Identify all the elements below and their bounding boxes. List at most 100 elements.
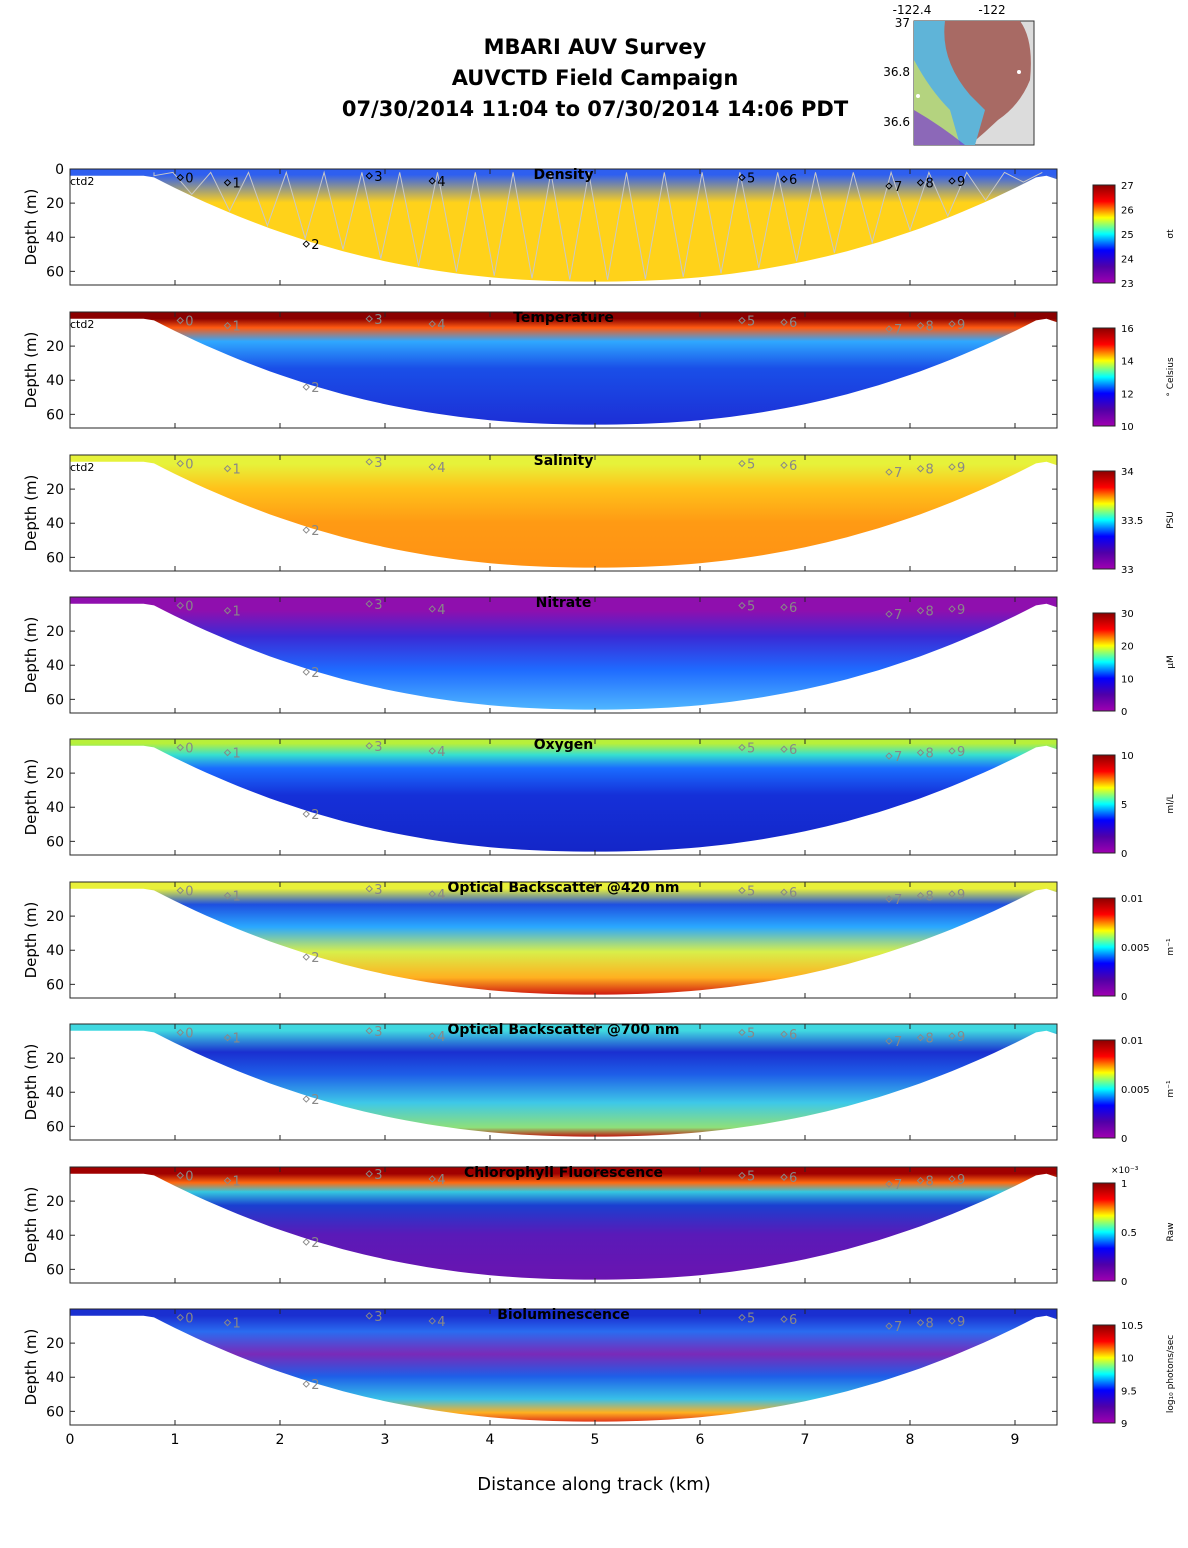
y-tick-label: 40 xyxy=(46,373,64,389)
station-label: 7 xyxy=(894,1320,902,1335)
station-label: 0 xyxy=(185,458,193,473)
station-label: 2 xyxy=(311,238,319,253)
station-label: 3 xyxy=(374,313,382,328)
station-marker xyxy=(885,610,893,618)
colorbar-tick-label: 30 xyxy=(1121,609,1134,620)
section-field xyxy=(70,597,1057,710)
colorbar-tick-label: 33 xyxy=(1121,565,1134,576)
station-label: 1 xyxy=(233,177,241,192)
station-label: 9 xyxy=(957,1315,965,1330)
station-label: 4 xyxy=(437,888,445,903)
x-tick-label: 8 xyxy=(906,1432,915,1448)
title-line-3: 07/30/2014 11:04 to 07/30/2014 14:06 PDT xyxy=(341,97,849,121)
section-field xyxy=(70,312,1057,425)
station-marker xyxy=(176,173,184,182)
section-field xyxy=(70,882,1057,995)
y-tick-label: 20 xyxy=(46,909,64,925)
station-marker xyxy=(738,743,746,752)
station-marker xyxy=(780,461,788,469)
station-marker xyxy=(365,1170,373,1178)
station-label: 4 xyxy=(437,461,445,476)
y-tick-label: 20 xyxy=(46,766,64,782)
station-marker xyxy=(738,1313,746,1322)
y-axis-label: Depth (m) xyxy=(22,332,40,409)
station-label: 5 xyxy=(747,172,755,187)
station-label: 0 xyxy=(185,315,193,330)
colorbar-tick-label: 10.5 xyxy=(1121,1321,1143,1332)
station-label: 5 xyxy=(747,885,755,900)
station-label: 3 xyxy=(374,883,382,898)
colorbar-label: Raw xyxy=(1166,1223,1176,1242)
colorbar-tick-label: 0 xyxy=(1121,849,1127,860)
section-field xyxy=(70,739,1057,852)
y-axis-label: Depth (m) xyxy=(22,902,40,979)
colorbar-tick-label: 0 xyxy=(1121,707,1127,718)
inset-lat-tick-1: 37 xyxy=(895,16,910,30)
section-field xyxy=(70,169,1057,282)
station-label: 1 xyxy=(233,890,241,905)
station-marker xyxy=(176,1313,184,1322)
colorbar-tick-label: 16 xyxy=(1121,324,1134,335)
station-marker xyxy=(948,890,956,898)
station-marker xyxy=(885,325,893,333)
station-label: 6 xyxy=(789,601,797,616)
ctd-profile-label: ctd2 xyxy=(70,461,94,474)
station-marker xyxy=(176,601,184,610)
station-marker xyxy=(948,177,956,185)
station-marker xyxy=(365,600,373,608)
auv-track xyxy=(153,170,1043,280)
station-label: 7 xyxy=(894,323,902,338)
axes-box xyxy=(69,1023,1058,1141)
colorbar-tick-label: 27 xyxy=(1121,181,1134,192)
section-field xyxy=(70,455,1057,568)
station-marker xyxy=(365,885,373,893)
y-tick-label: 40 xyxy=(46,1228,64,1244)
y-tick-label: 20 xyxy=(46,1051,64,1067)
inset-map: -122.4 -122 37 36.8 36.6 xyxy=(883,3,1035,146)
axes-box xyxy=(69,1308,1058,1426)
station-label: 9 xyxy=(957,888,965,903)
colorbar-tick-label: 1 xyxy=(1121,1179,1127,1190)
colorbar xyxy=(1092,1182,1116,1282)
station-label: 4 xyxy=(437,1315,445,1330)
ctd-profile-label: ctd2 xyxy=(70,318,94,331)
colorbar-tick-label: 9.5 xyxy=(1121,1386,1137,1397)
y-axis-label: Depth (m) xyxy=(22,1044,40,1121)
station-marker xyxy=(738,316,746,325)
station-marker xyxy=(885,182,893,190)
station-marker xyxy=(302,1095,310,1103)
station-label: 5 xyxy=(747,1170,755,1185)
y-tick-label: 40 xyxy=(46,943,64,959)
station-label: 1 xyxy=(233,1032,241,1047)
station-marker xyxy=(780,888,788,896)
station-marker xyxy=(302,1238,310,1246)
station-label: 4 xyxy=(437,318,445,333)
axes-box xyxy=(69,454,1058,572)
station-label: 6 xyxy=(789,459,797,474)
x-tick-label: 4 xyxy=(486,1432,495,1448)
station-label: 0 xyxy=(185,1312,193,1327)
colorbar-label: PSU xyxy=(1166,511,1176,529)
panel-title: Bioluminescence xyxy=(497,1307,630,1323)
station-marker xyxy=(780,1030,788,1038)
station-label: 1 xyxy=(233,605,241,620)
y-axis-label: Depth (m) xyxy=(22,617,40,694)
panel-title: Oxygen xyxy=(534,737,594,753)
title-line-1: MBARI AUV Survey xyxy=(483,35,707,59)
station-label: 1 xyxy=(233,320,241,335)
station-marker xyxy=(738,1028,746,1037)
station-marker xyxy=(948,1317,956,1325)
station-marker xyxy=(365,172,373,180)
station-label: 2 xyxy=(311,1093,319,1108)
station-label: 5 xyxy=(747,1027,755,1042)
station-marker xyxy=(223,1176,232,1185)
colorbar-label: m⁻¹ xyxy=(1166,938,1176,956)
colorbar-tick-label: 23 xyxy=(1121,279,1134,290)
colorbar xyxy=(1092,612,1116,712)
y-axis-label: Depth (m) xyxy=(22,475,40,552)
axes-box xyxy=(69,596,1058,714)
